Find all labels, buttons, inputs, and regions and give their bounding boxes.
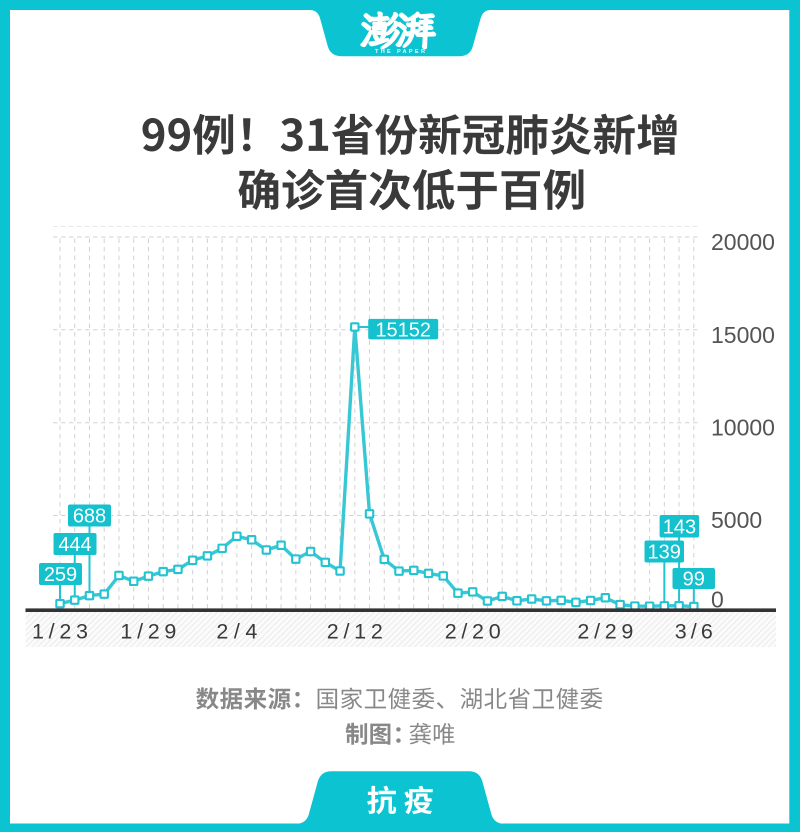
svg-text:143: 143 [663, 516, 696, 538]
svg-text:2/29: 2/29 [577, 620, 633, 644]
svg-text:2/12: 2/12 [327, 620, 383, 644]
svg-text:3/6: 3/6 [675, 620, 713, 644]
svg-text:1/23: 1/23 [32, 620, 88, 644]
svg-text:444: 444 [58, 534, 91, 556]
svg-text:15000: 15000 [711, 322, 775, 348]
svg-text:2/4: 2/4 [216, 620, 257, 644]
svg-text:5000: 5000 [711, 507, 762, 533]
svg-text:259: 259 [44, 564, 77, 586]
svg-text:99: 99 [683, 569, 705, 591]
svg-text:139: 139 [648, 542, 681, 564]
svg-text:THE PAPER: THE PAPER [375, 49, 425, 55]
svg-text:10000: 10000 [711, 415, 775, 441]
svg-text:15152: 15152 [375, 319, 431, 341]
svg-text:688: 688 [73, 506, 106, 528]
svg-text:2/20: 2/20 [445, 620, 501, 644]
svg-text:1/29: 1/29 [120, 620, 176, 644]
svg-text:20000: 20000 [711, 229, 775, 255]
svg-text:0: 0 [711, 587, 724, 613]
